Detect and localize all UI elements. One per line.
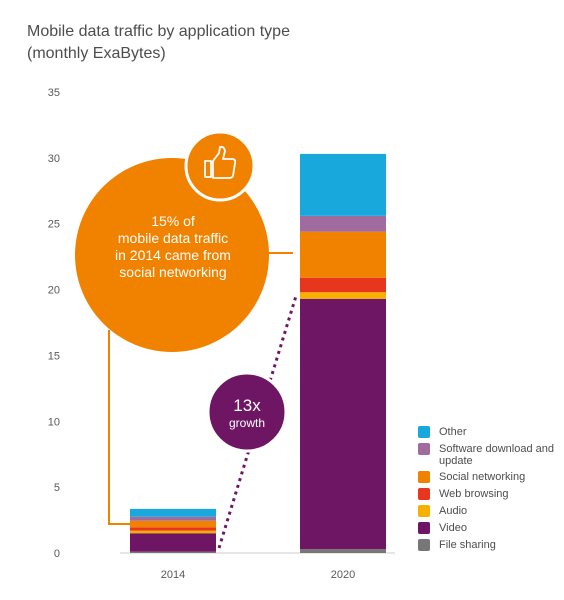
bars-group <box>130 153 386 553</box>
legend-label: Video <box>439 522 467 534</box>
y-tick-label: 30 <box>48 153 60 165</box>
legend-item: Audio <box>418 505 559 518</box>
social-callout-bubble <box>75 158 269 352</box>
bar-segment <box>130 530 216 534</box>
growth-callout-text: 13x growth <box>207 396 287 431</box>
legend-swatch <box>418 522 430 534</box>
growth-label: growth <box>228 416 266 430</box>
bar-segment <box>300 292 386 299</box>
bar-segment <box>130 516 216 521</box>
bar-segment <box>300 277 386 293</box>
legend-label: Web browsing <box>439 488 509 500</box>
legend-swatch <box>418 471 430 483</box>
growth-multiplier: 13x <box>233 396 261 415</box>
legend-item: Web browsing <box>418 488 559 501</box>
chart-title: Mobile data traffic by application type … <box>27 21 290 65</box>
bar-segment <box>130 508 216 517</box>
y-tick-label: 20 <box>48 285 60 297</box>
chart-legend: Other Software download and update Social … <box>418 426 559 556</box>
legend-item: Software download and update <box>418 443 559 467</box>
legend-item: File sharing <box>418 539 559 552</box>
bar-segment <box>300 215 386 232</box>
bar-segment <box>300 298 386 550</box>
y-axis: 0 5 10 15 20 25 30 35 <box>48 87 60 560</box>
legend-swatch <box>418 505 430 517</box>
bar-segment <box>300 153 386 216</box>
growth-bubble <box>206 371 288 453</box>
y-tick-label: 15 <box>48 350 60 362</box>
bar-segment <box>300 549 386 553</box>
bar-segment <box>130 520 216 528</box>
legend-swatch <box>418 443 430 455</box>
x-axis: 2014 2020 <box>161 569 355 581</box>
x-tick-label: 2014 <box>161 569 185 581</box>
legend-label: File sharing <box>439 539 496 551</box>
social-callout-line-2: mobile data traffic <box>117 230 229 246</box>
growth-callout <box>206 295 298 549</box>
legend-label: Social networking <box>439 471 526 483</box>
x-tick-label: 2020 <box>331 569 355 581</box>
bar-segment <box>130 533 216 552</box>
thumbs-bubble <box>184 130 256 202</box>
social-networking-callout <box>75 130 293 525</box>
legend-item: Other <box>418 426 559 439</box>
chart-title-line-2: (monthly ExaBytes) <box>27 45 166 62</box>
legend-label: Other <box>439 426 467 438</box>
bar-segment <box>300 231 386 278</box>
bar-segment <box>130 551 216 553</box>
legend-label: Software download and update <box>439 443 554 467</box>
social-callout-line-4: social networking <box>119 264 227 280</box>
social-callout-line-1: 15% of <box>151 213 195 229</box>
thumbs-up-icon <box>204 145 237 179</box>
legend-label: Audio <box>439 505 468 517</box>
bar-segment <box>130 527 216 531</box>
y-tick-label: 5 <box>54 482 60 494</box>
y-tick-label: 35 <box>48 87 60 99</box>
social-callout-text: 15% of mobile data traffic in 2014 came … <box>83 213 263 281</box>
social-callout-line-left <box>108 330 131 525</box>
y-tick-label: 25 <box>48 219 60 231</box>
social-callout-line-3: in 2014 came from <box>115 247 231 263</box>
legend-swatch <box>418 488 430 500</box>
legend-item: Video <box>418 522 559 535</box>
chart-title-line-1: Mobile data traffic by application type <box>27 23 290 40</box>
growth-dotted-line <box>217 295 298 549</box>
y-tick-label: 10 <box>48 416 60 428</box>
legend-item: Social networking <box>418 471 559 484</box>
legend-swatch <box>418 539 430 551</box>
legend-swatch <box>418 426 430 438</box>
y-tick-label: 0 <box>54 548 60 560</box>
